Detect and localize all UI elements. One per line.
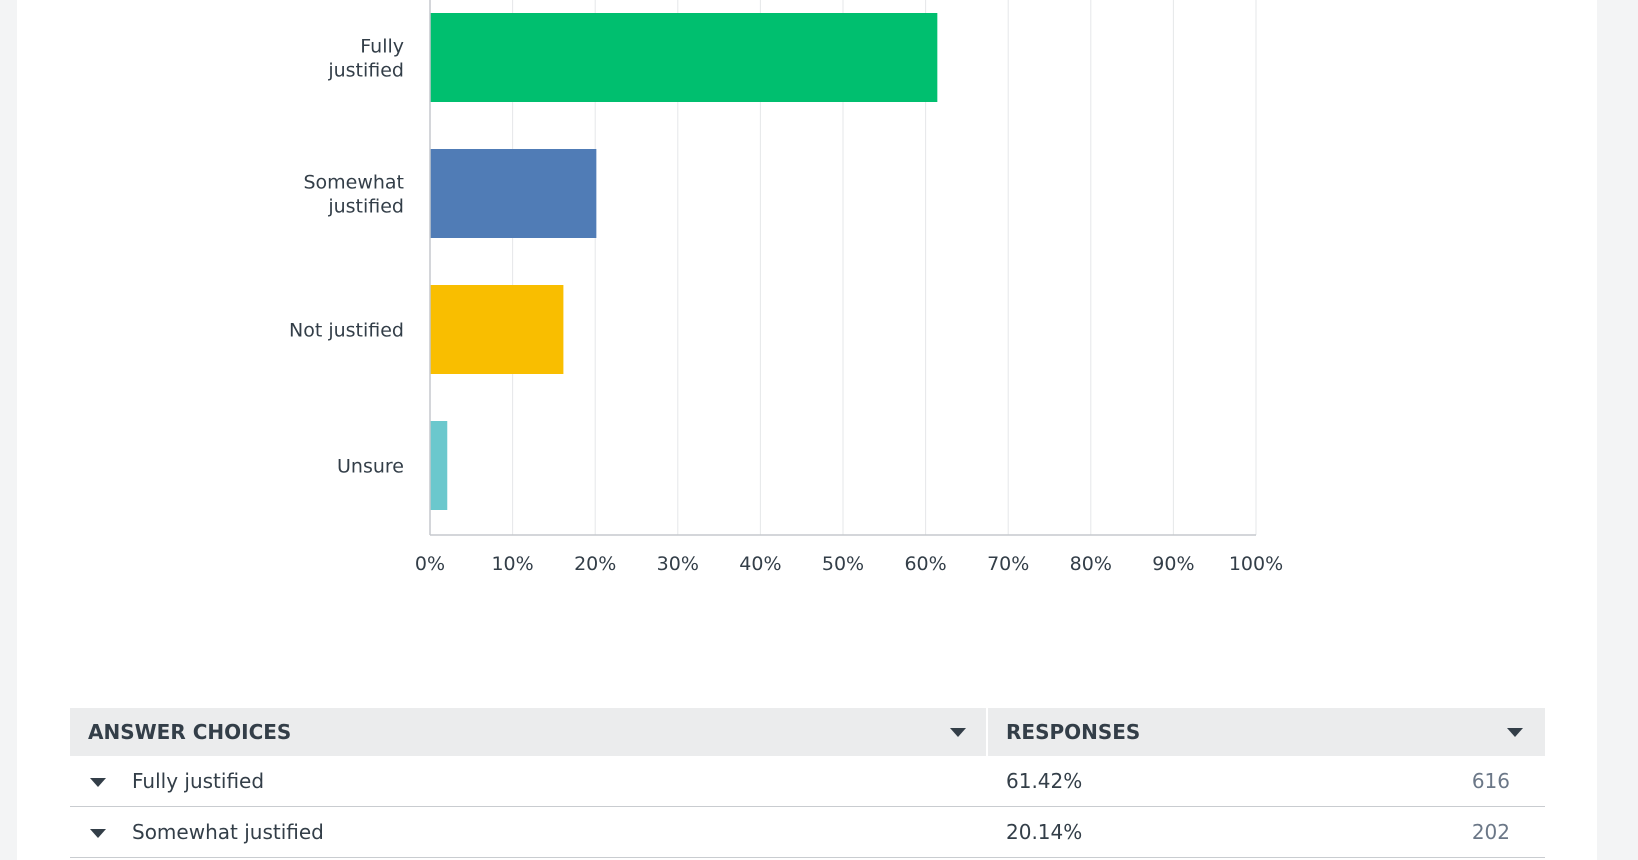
answer-choice-cell: Fully justified [70, 769, 988, 793]
bar [430, 149, 597, 238]
chart-axes [429, 0, 1256, 536]
tick-label: 70% [987, 553, 1029, 575]
category-label-line: Not justified [289, 320, 404, 342]
header-answer-choices[interactable]: ANSWER CHOICES [70, 708, 986, 756]
answer-choice-label: Fully justified [132, 769, 265, 793]
tick-label: 20% [574, 553, 616, 575]
tick-label: 80% [1070, 553, 1112, 575]
category-label-line: Fully [360, 36, 404, 58]
tick-label: 60% [904, 553, 946, 575]
answer-choice-cell: Somewhat justified [70, 820, 988, 844]
response-count: 616 [1471, 769, 1510, 793]
category-label-line: Unsure [337, 456, 404, 478]
bar [430, 421, 448, 510]
category-label-line: justified [327, 60, 404, 82]
bar [430, 13, 938, 102]
tick-label: 30% [657, 553, 699, 575]
tick-label: 40% [739, 553, 781, 575]
table-header: ANSWER CHOICES RESPONSES [70, 708, 1545, 756]
tick-label: 90% [1152, 553, 1194, 575]
category-label: Fully justified [327, 36, 404, 82]
expand-row-icon[interactable] [90, 778, 106, 787]
bar [430, 285, 564, 374]
category-label: Unsure [337, 456, 404, 478]
response-count: 202 [1471, 820, 1510, 844]
chart-tick-labels: 0% 10% 20% 30% 40% 50% 60% 70% 80% 90% 100% [415, 553, 1283, 575]
header-responses-label: RESPONSES [1006, 720, 1141, 744]
category-label: Not justified [289, 320, 404, 342]
expand-row-icon[interactable] [90, 829, 106, 838]
table-row: Fully justified 61.42% 616 [70, 756, 1545, 807]
tick-label: 0% [415, 553, 445, 575]
sort-answer-choices-icon[interactable] [950, 727, 966, 737]
response-percent: 61.42% [1006, 769, 1083, 793]
answer-choice-label: Somewhat justified [132, 820, 324, 844]
header-answer-choices-label: ANSWER CHOICES [88, 720, 292, 744]
tick-label: 10% [491, 553, 533, 575]
response-percent: 20.14% [1006, 820, 1083, 844]
sort-responses-icon[interactable] [1507, 727, 1523, 737]
category-label: Somewhat justified [303, 172, 404, 218]
table-row: Somewhat justified 20.14% 202 [70, 807, 1545, 858]
header-responses[interactable]: RESPONSES [988, 708, 1545, 756]
chart-bars [430, 13, 938, 510]
tick-label: 50% [822, 553, 864, 575]
category-label-line: justified [327, 196, 404, 218]
category-label-line: Somewhat [303, 172, 404, 194]
tick-label: 100% [1229, 553, 1283, 575]
answer-table: ANSWER CHOICES RESPONSES Fully justified… [70, 708, 1545, 858]
